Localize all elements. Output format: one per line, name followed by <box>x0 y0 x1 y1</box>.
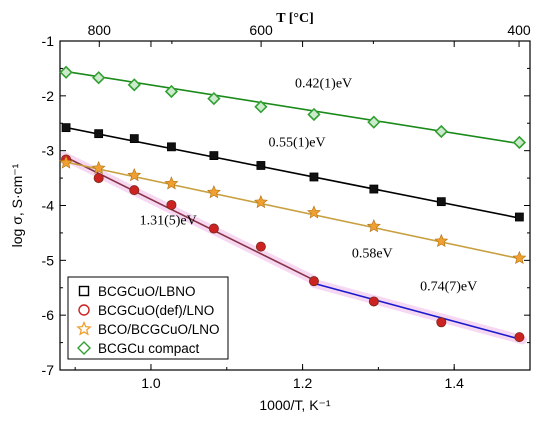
legend-label: BCGCuO(def)/LNO <box>98 303 214 318</box>
activation-energy-label: 0.55(1)eV <box>268 135 325 150</box>
fit-line <box>63 155 315 281</box>
legend-label: BCGCuO/LBNO <box>98 284 196 299</box>
data-point <box>434 233 449 248</box>
fit-line <box>63 126 523 220</box>
y-tick-label: -6 <box>42 307 55 323</box>
data-point <box>61 123 71 133</box>
data-point <box>369 184 379 194</box>
x-tick-label: 1.4 <box>444 375 464 391</box>
data-point <box>92 71 106 85</box>
axis-ticks: 1.0 1.2 1.4 -1 -2 -3 -4 -5 -6 -7 800 600 400 <box>42 22 531 391</box>
data-point <box>209 151 219 161</box>
legend-label: BCGCu compact <box>98 341 200 356</box>
legend-marker-star <box>76 320 92 336</box>
x-tick-label: 1.2 <box>293 375 313 391</box>
data-point <box>167 142 176 152</box>
data-point <box>309 172 319 182</box>
y-tick-label: -1 <box>42 33 55 49</box>
data-points <box>59 65 527 343</box>
data-point <box>207 91 221 106</box>
y-tick-label: -4 <box>42 198 55 214</box>
data-point <box>436 317 447 328</box>
top-tick-label: 600 <box>249 22 273 38</box>
data-point <box>514 212 524 222</box>
legend-marker-circle <box>78 304 90 316</box>
data-point <box>512 250 527 265</box>
data-point <box>367 115 381 129</box>
data-point <box>208 223 219 234</box>
data-point <box>166 199 177 210</box>
activation-energy-label: 0.58eV <box>352 247 393 262</box>
data-point <box>512 135 527 150</box>
legend-marker-diamond <box>77 341 91 355</box>
fit-line <box>313 282 523 341</box>
activation-energy-label: 0.74(7)eV <box>420 279 477 294</box>
data-point <box>129 185 140 196</box>
x-axis-label: 1000/T, K⁻¹ <box>259 397 331 413</box>
annotations: 0.42(1)eV 0.55(1)eV 1.31(5)eV 0.58eV 0.74(7)… <box>140 77 478 295</box>
data-point <box>59 155 73 169</box>
data-point <box>255 241 266 252</box>
activation-energy-label: 0.42(1)eV <box>295 77 352 92</box>
data-point <box>164 176 179 190</box>
top-tick-label: 400 <box>507 22 531 38</box>
data-point <box>254 100 268 114</box>
data-point <box>206 185 221 199</box>
y-tick-label: -3 <box>42 143 55 159</box>
legend-box <box>67 276 229 360</box>
data-point <box>256 161 266 170</box>
data-point <box>127 168 142 182</box>
legend-label: BCO/BCGCuO/LNO <box>98 322 220 337</box>
data-point <box>436 197 446 207</box>
fit-line <box>63 160 523 261</box>
top-axis-label: T [°C] <box>276 11 314 26</box>
data-point <box>253 194 268 209</box>
y-tick-label: -2 <box>42 88 55 104</box>
data-point <box>91 160 106 175</box>
data-point <box>59 65 73 79</box>
activation-energy-label: 1.31(5)eV <box>140 214 197 229</box>
top-tick-label: 800 <box>88 22 112 38</box>
legend-marker-square <box>78 285 90 297</box>
data-point <box>94 129 104 139</box>
data-point <box>514 332 525 343</box>
data-point <box>129 134 139 144</box>
legend: BCGCuO/LBNO BCGCuO(def)/LNO BCO/BCGCuO/LNO… <box>67 276 229 360</box>
y-tick-label: -5 <box>42 252 55 268</box>
data-point <box>434 124 448 139</box>
data-point <box>164 84 179 99</box>
data-point <box>366 219 381 233</box>
data-point <box>368 296 379 307</box>
data-point <box>93 173 104 184</box>
data-point <box>307 205 321 219</box>
y-axis-label: log σ, S·cm⁻¹ <box>9 163 25 247</box>
y-tick-label: -7 <box>42 362 55 378</box>
data-point <box>127 78 141 92</box>
data-point <box>308 276 319 287</box>
data-point <box>307 107 321 122</box>
x-tick-label: 1.0 <box>141 375 161 391</box>
